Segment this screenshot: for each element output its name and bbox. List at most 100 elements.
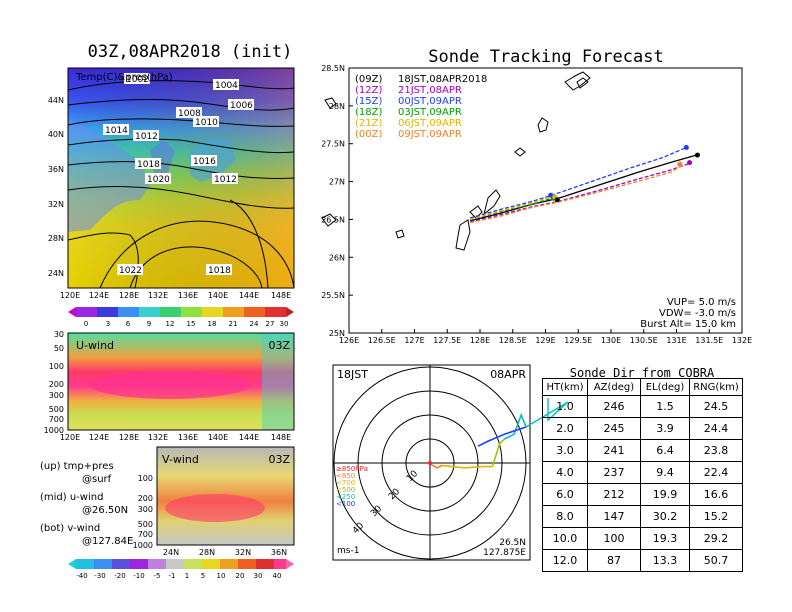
- cobra-table-title-text: Sonde Dir from COBRA: [569, 366, 715, 380]
- temp-colorbar: [68, 307, 294, 317]
- table-cell: 13.3: [640, 549, 690, 572]
- track-marker: [554, 197, 560, 203]
- track-x-tick: 129E: [535, 336, 555, 345]
- legend-code: (12Z): [355, 85, 382, 96]
- note-bot-2: @127.84E: [82, 536, 133, 547]
- svg-text:0: 0: [84, 320, 88, 328]
- isobar-label-1012a: 1012: [135, 132, 158, 142]
- svg-text:50: 50: [54, 344, 64, 353]
- uwind-panel: U-wind 03Z 30 50 100 200 300 500 700 100…: [44, 330, 295, 442]
- table-row: 8.0 147 30.2 15.2: [542, 505, 743, 528]
- uwind-time: 03Z: [268, 339, 290, 352]
- track-legend: (09Z) 18JST,08APR2018 (12Z) 21JST,08APR (15Z…: [355, 74, 487, 140]
- table-cell: 87: [587, 549, 641, 572]
- map-title-text: 03Z,08APR2018 (init): [87, 42, 293, 62]
- track-marker: [694, 152, 700, 158]
- svg-text:10: 10: [217, 572, 226, 580]
- isobar-label-1002: 1002: [126, 75, 149, 85]
- track-x-tick: 131.5E: [695, 336, 723, 345]
- table-cell: 6.4: [640, 439, 690, 462]
- table-cell: 4.0: [542, 461, 588, 484]
- panel-notes: (up) tmp+pres @surf (mid) u-wind @26.50N…: [40, 461, 133, 547]
- table-cell: 23.8: [689, 439, 743, 462]
- svg-text:-1: -1: [169, 572, 176, 580]
- table-header-row: HT(km) AZ(deg) EL(deg) RNG(km): [542, 378, 743, 396]
- legend-label: 21JST,08APR: [398, 85, 462, 96]
- track-x-tick: 129.5E: [564, 336, 592, 345]
- track-y-tick: 26.5N: [321, 215, 345, 224]
- track-x-tick: 128E: [470, 336, 490, 345]
- isobar-label-1006: 1006: [230, 101, 253, 111]
- param-vup: VUP= 5.0 m/s: [667, 297, 736, 308]
- track-y-ticks: 28.5N 28N 27.5N 27N 26.5N 26N 25.5N 25N: [321, 64, 353, 338]
- svg-text:128E: 128E: [119, 291, 139, 300]
- svg-text:-5: -5: [154, 572, 161, 580]
- svg-text:44N: 44N: [48, 96, 64, 105]
- table-cell: 22.4: [689, 461, 743, 484]
- table-cell: 15.2: [689, 505, 743, 528]
- svg-text:30: 30: [54, 330, 64, 339]
- track-x-tick: 127.5E: [433, 336, 461, 345]
- table-cell: 147: [587, 505, 641, 528]
- svg-text:24N: 24N: [163, 548, 179, 557]
- svg-text:18: 18: [208, 320, 217, 328]
- polar-unit: ms-1: [337, 546, 359, 556]
- table-row: 2.0 245 3.9 24.4: [542, 417, 743, 440]
- table-cell: 29.2: [689, 527, 743, 550]
- polar-rings: [333, 365, 530, 560]
- legend-label: 00JST,09APR: [398, 96, 462, 107]
- isobar-label-1012b: 1012: [214, 175, 237, 185]
- svg-text:140E: 140E: [208, 291, 228, 300]
- legend-code: (21Z): [355, 118, 382, 129]
- svg-text:12: 12: [166, 320, 175, 328]
- track-y-tick: 27N: [329, 178, 345, 187]
- svg-text:300: 300: [138, 505, 153, 514]
- polar-level-label: <250: [336, 493, 355, 501]
- table-cell: 30.2: [640, 505, 690, 528]
- svg-text:28N: 28N: [199, 548, 215, 557]
- table-cell: 19.3: [640, 527, 690, 550]
- svg-text:32N: 32N: [48, 200, 64, 209]
- svg-text:148E: 148E: [271, 291, 291, 300]
- polar-date: 08APR: [490, 368, 526, 381]
- track-y-tick: 26N: [329, 253, 345, 262]
- track-x-tick: 130E: [601, 336, 621, 345]
- map-panel-title: 03Z,08APR2018 (init): [70, 42, 310, 62]
- svg-text:500: 500: [138, 520, 153, 529]
- svg-text:132E: 132E: [148, 291, 168, 300]
- vwind-panel: V-wind 03Z 100 200 300 500 700 1000 24N …: [133, 446, 295, 557]
- track-line-4: [470, 196, 553, 221]
- svg-text:132E: 132E: [148, 433, 168, 442]
- track-x-tick: 131E: [666, 336, 686, 345]
- note-bot-1: (bot) v-wind: [40, 523, 100, 534]
- svg-text:144E: 144E: [239, 433, 259, 442]
- svg-text:9: 9: [147, 320, 151, 328]
- note-up-2: @surf: [82, 474, 112, 485]
- polar-level-label: <500: [336, 486, 355, 494]
- svg-text:124E: 124E: [89, 433, 109, 442]
- legend-code: (18Z): [355, 107, 382, 118]
- svg-text:-20: -20: [114, 572, 125, 580]
- table-cell: 2.0: [542, 417, 588, 440]
- table-row: 4.0 237 9.4 22.4: [542, 461, 743, 484]
- svg-text:21: 21: [229, 320, 238, 328]
- track-title: Sonde Tracking Forecast: [428, 47, 663, 67]
- hodograph-line-2: [491, 438, 505, 467]
- table-cell: 241: [587, 439, 641, 462]
- svg-text:1000: 1000: [133, 541, 153, 550]
- isobar-label-1016: 1016: [193, 157, 216, 167]
- svg-text:100: 100: [49, 362, 64, 371]
- legend-code: (09Z): [355, 74, 382, 85]
- col-header-el: EL(deg): [640, 378, 690, 396]
- svg-text:24: 24: [250, 320, 259, 328]
- table-row: 12.0 87 13.3 50.7: [542, 549, 743, 572]
- svg-text:40N: 40N: [48, 130, 64, 139]
- svg-text:27: 27: [266, 320, 275, 328]
- polar-level-label: ≥850hPa: [336, 465, 368, 473]
- legend-label: 09JST,09APR: [398, 129, 462, 140]
- legend-label: 06JST,09APR: [398, 118, 462, 129]
- vwind-lat-ticks: 24N 28N 32N 36N: [163, 548, 287, 557]
- isobar-label-1020: 1020: [147, 175, 170, 185]
- uwind-lon-ticks: 120E 124E 128E 132E 136E 140E 144E 148E: [60, 433, 291, 442]
- svg-text:32N: 32N: [235, 548, 251, 557]
